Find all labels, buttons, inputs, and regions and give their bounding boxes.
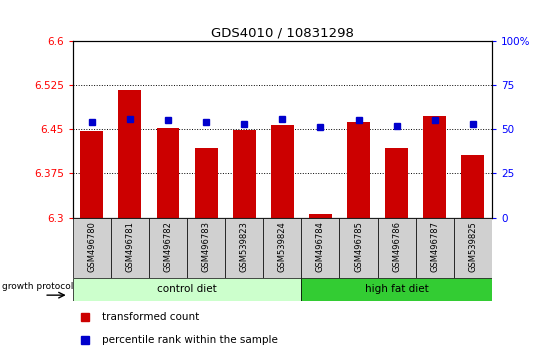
Bar [73, 278, 301, 301]
Text: GSM539823: GSM539823 [240, 221, 249, 272]
Bar [339, 218, 377, 278]
Bar [263, 218, 301, 278]
Bar [454, 218, 492, 278]
Bar [385, 148, 408, 218]
Text: GSM496781: GSM496781 [125, 221, 134, 272]
Text: control diet: control diet [157, 284, 217, 295]
Bar [461, 155, 484, 218]
Text: GSM496783: GSM496783 [202, 221, 211, 272]
Title: GDS4010 / 10831298: GDS4010 / 10831298 [211, 27, 354, 40]
Bar [73, 218, 111, 278]
Bar [301, 218, 339, 278]
Bar [225, 218, 263, 278]
Text: GSM496780: GSM496780 [87, 221, 96, 272]
Text: GSM496785: GSM496785 [354, 221, 363, 272]
Bar [111, 218, 149, 278]
Bar [233, 130, 255, 218]
Bar [187, 218, 225, 278]
Text: GSM539824: GSM539824 [278, 221, 287, 272]
Bar [271, 125, 293, 218]
Bar [149, 218, 187, 278]
Bar [416, 218, 454, 278]
Bar [157, 128, 179, 218]
Text: GSM496782: GSM496782 [163, 221, 173, 272]
Text: GSM496784: GSM496784 [316, 221, 325, 272]
Bar [347, 122, 370, 218]
Bar [377, 218, 416, 278]
Bar [309, 213, 332, 218]
Text: GSM496787: GSM496787 [430, 221, 439, 272]
Bar [301, 278, 492, 301]
Text: high fat diet: high fat diet [365, 284, 429, 295]
Bar [119, 90, 141, 218]
Bar [80, 131, 103, 218]
Text: percentile rank within the sample: percentile rank within the sample [102, 335, 278, 346]
Text: transformed count: transformed count [102, 312, 199, 322]
Text: GSM539825: GSM539825 [468, 221, 477, 272]
Bar [423, 116, 446, 218]
Bar [195, 148, 217, 218]
Text: growth protocol: growth protocol [2, 282, 73, 291]
Text: GSM496786: GSM496786 [392, 221, 401, 272]
